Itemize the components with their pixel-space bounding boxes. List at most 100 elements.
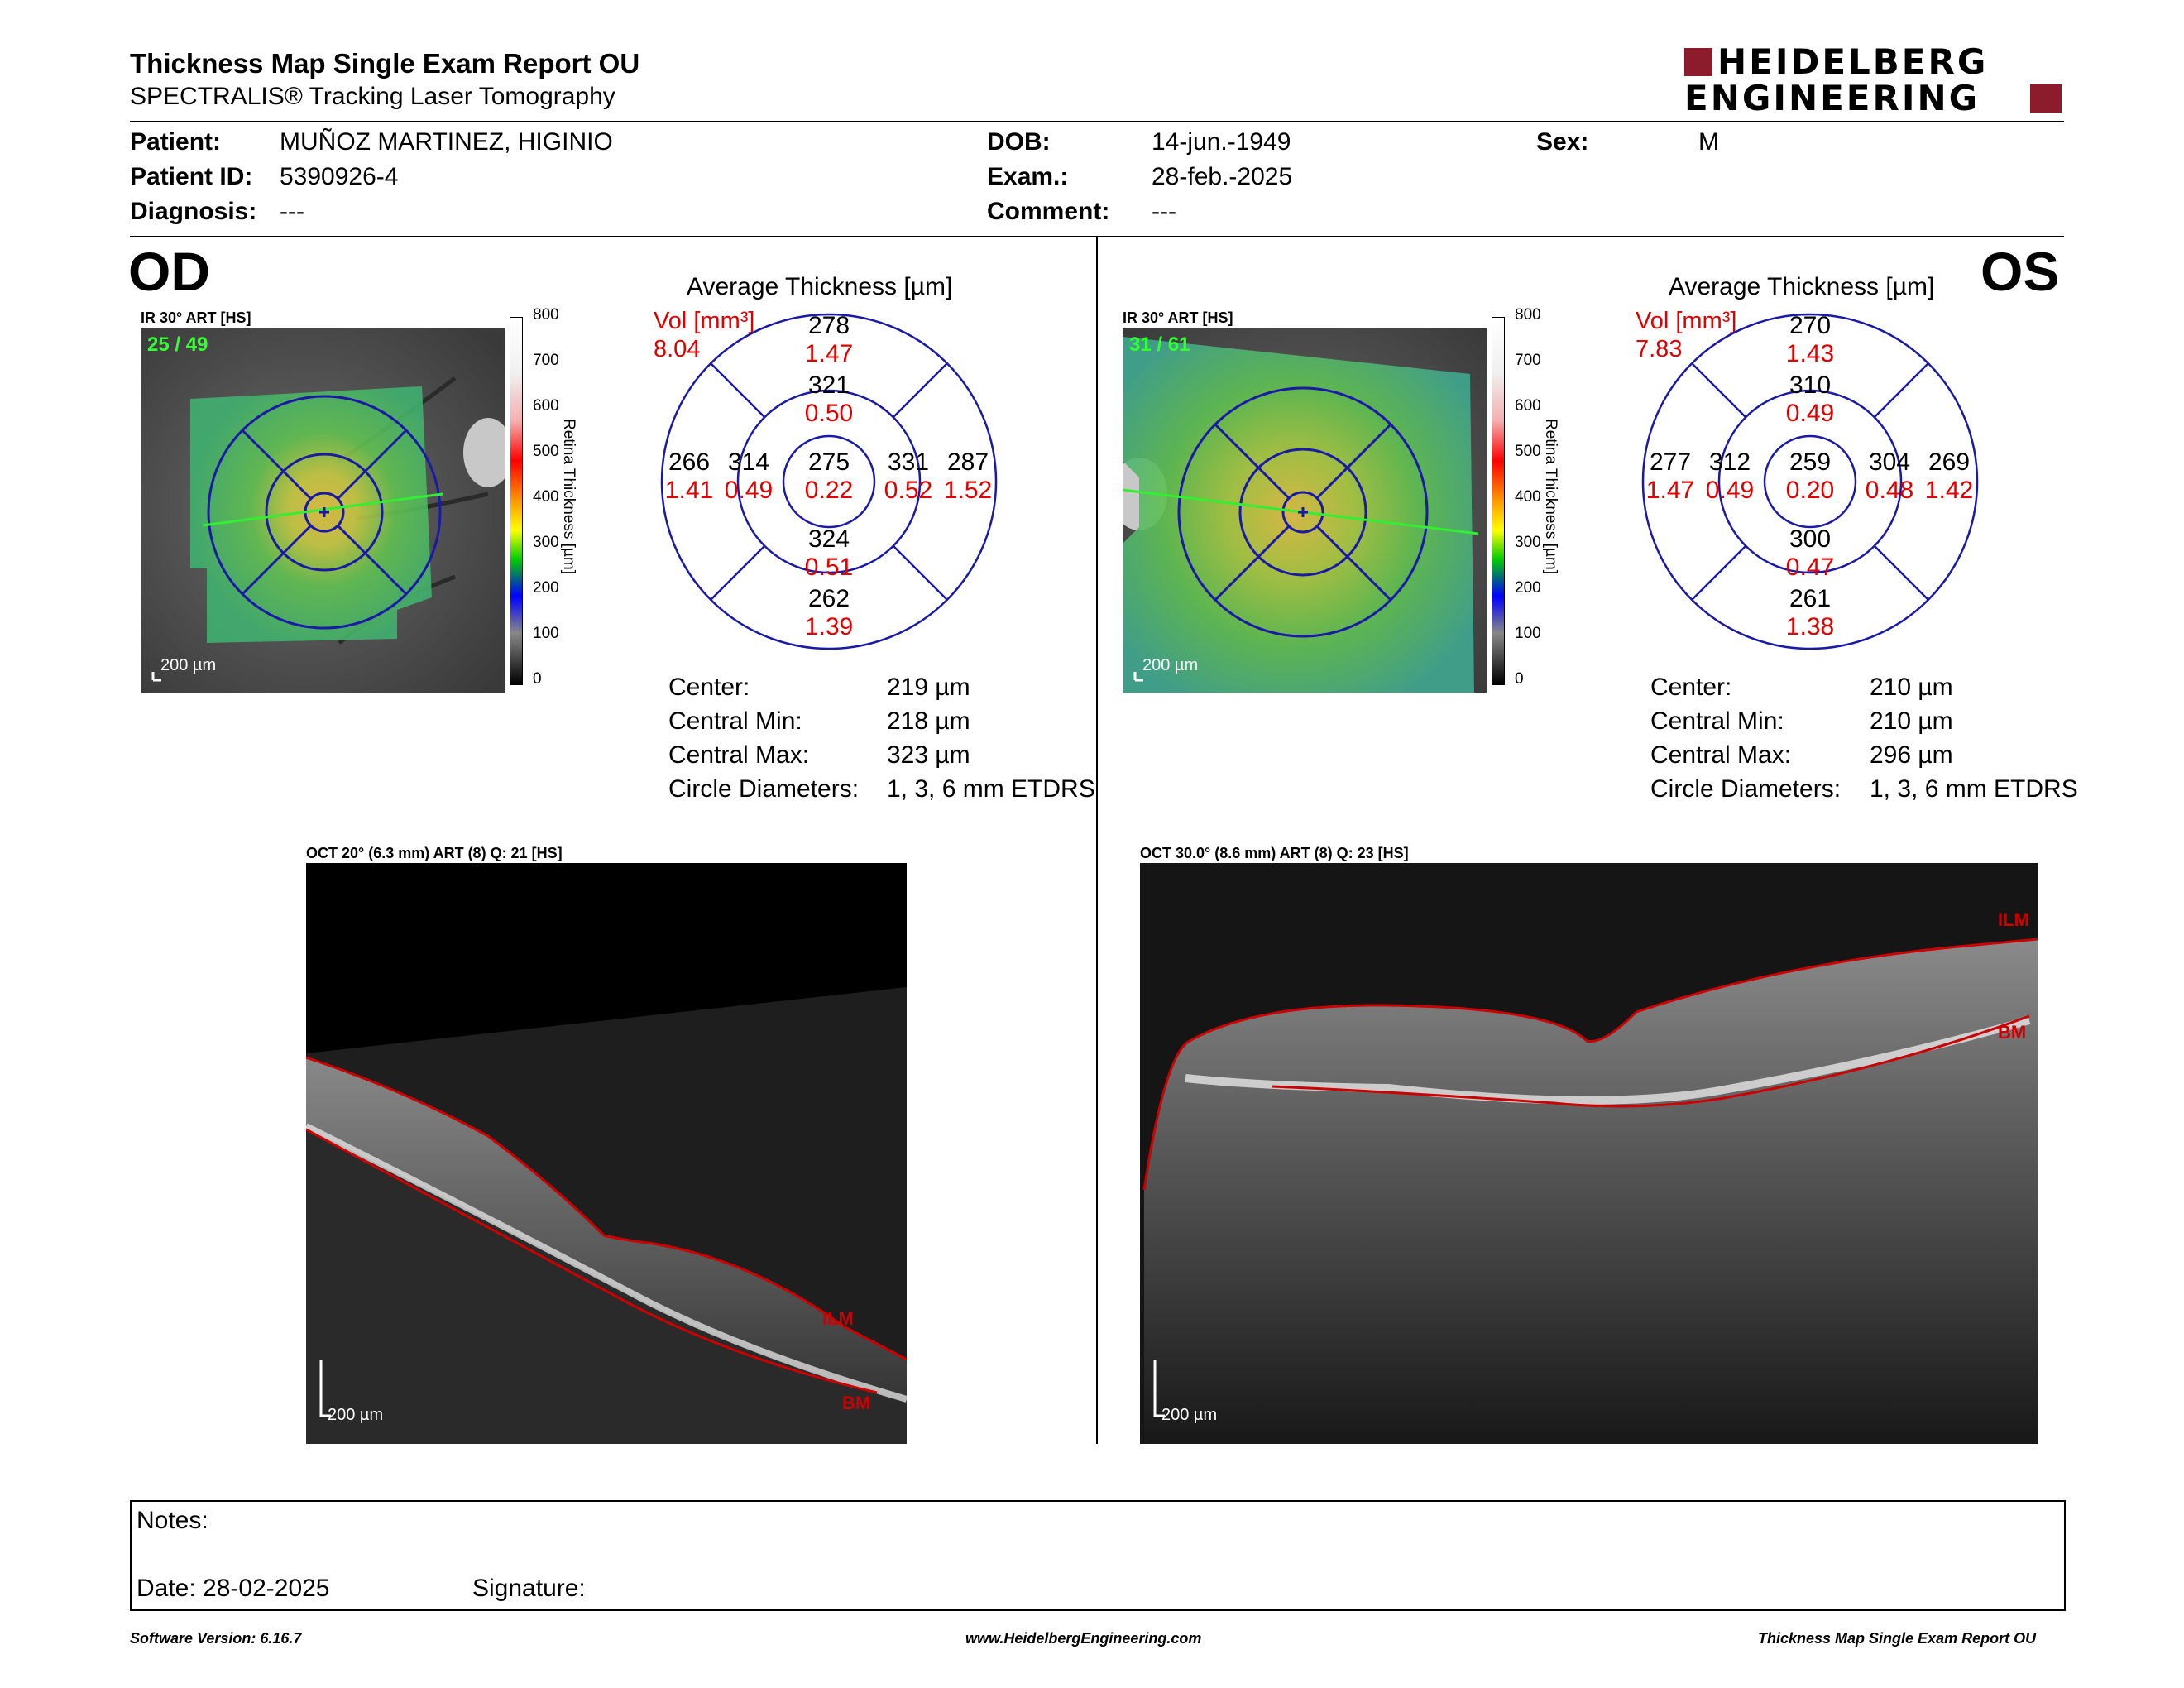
os-outer-top: 270 1.43 [1785, 312, 1835, 367]
notes-signature: Signature: [472, 1575, 586, 1602]
os-tick-100: 100 [1515, 625, 1541, 642]
od-vol-label: Vol [mm³] [654, 308, 755, 334]
od-stats-labels: Center: Central Min: Central Max: Circle… [668, 670, 859, 806]
patient-label: Patient: [130, 128, 222, 156]
os-fundus-svg [1123, 328, 1487, 693]
os-center: 259 0.20 [1785, 448, 1835, 504]
dob-value: 14-jun.-1949 [1152, 128, 1291, 156]
os-tick-400: 400 [1515, 488, 1541, 506]
exam-value: 28-feb.-2025 [1152, 163, 1293, 190]
os-stats-labels: Center: Central Min: Central Max: Circle… [1650, 670, 1841, 806]
os-tick-800: 800 [1515, 306, 1541, 324]
os-stat-diam-value: 1, 3, 6 mm ETDRS [1870, 775, 2078, 803]
os-oct-image: ILM BM 200 µm [1140, 863, 2038, 1444]
os-tick-200: 200 [1515, 579, 1541, 597]
od-tick-600: 600 [533, 397, 559, 415]
patient-name: MUÑOZ MARTINEZ, HIGINIO [280, 128, 613, 156]
od-colorscale-bar [510, 317, 523, 685]
notes-box: Notes: Date: 28-02-2025 Signature: [130, 1500, 2066, 1611]
od-tick-0: 0 [533, 670, 542, 688]
diagnosis-value: --- [280, 198, 304, 225]
os-inner-bottom: 300 0.47 [1785, 525, 1835, 581]
od-oct-scalebar: 200 µm [328, 1406, 384, 1424]
od-colorscale-label: Retina Thickness [µm] [560, 419, 577, 574]
os-inner-top: 310 0.49 [1785, 372, 1835, 427]
od-stat-min-value: 218 µm [887, 707, 970, 735]
od-tick-100: 100 [533, 625, 559, 642]
od-center: 275 0.22 [804, 448, 854, 504]
os-tick-0: 0 [1515, 670, 1524, 688]
os-stats-values: 210 µm 210 µm 296 µm 1, 3, 6 mm ETDRS [1870, 670, 2078, 806]
dob-label: DOB: [987, 128, 1051, 156]
os-stat-min-label: Central Min: [1650, 707, 1784, 735]
os-vol-value: 7.83 [1636, 336, 1683, 362]
od-oct-svg [306, 987, 907, 1444]
logo-word-engineering: ENGINEERING [1684, 78, 1980, 118]
os-stat-diam-label: Circle Diameters: [1650, 775, 1842, 803]
od-outer-left: 266 1.41 [664, 448, 714, 504]
od-tick-800: 800 [533, 306, 559, 324]
os-etdrs-grid [1641, 313, 1979, 650]
os-etdrs-values: 270 1.43 310 0.49 277 1.47 312 0.49 259 0.20 … [1640, 312, 1980, 651]
os-outer-right: 269 1.42 [1924, 448, 1974, 504]
od-tick-300: 300 [533, 534, 559, 551]
od-frame-count: 25 / 49 [147, 333, 208, 356]
os-eye-label: OS [1980, 241, 2060, 302]
od-inner-bottom: 324 0.51 [804, 525, 854, 581]
os-bm-label: BM [1998, 1022, 2027, 1043]
od-tick-700: 700 [533, 352, 559, 369]
sex-label: Sex: [1536, 128, 1589, 156]
logo-word-heidelberg: HEIDELBERG [1717, 41, 1989, 82]
os-inner-right: 304 0.48 [1865, 448, 1914, 504]
od-fundus-scalebar: 200 µm [160, 656, 217, 674]
os-oct-scalebar: 200 µm [1161, 1406, 1218, 1424]
patient-id-label: Patient ID: [130, 163, 253, 190]
od-stats-values: 219 µm 218 µm 323 µm 1, 3, 6 mm ETDRS [887, 670, 1095, 806]
od-vol-value: 8.04 [654, 336, 701, 362]
comment-value: --- [1152, 198, 1176, 225]
os-colorscale-label: Retina Thickness [µm] [1542, 419, 1559, 574]
os-fundus-scalebar: 200 µm [1142, 656, 1199, 674]
os-tick-300: 300 [1515, 534, 1541, 551]
footer-report-name: Thickness Map Single Exam Report OU [1758, 1630, 2037, 1647]
od-oct-label: OCT 20° (6.3 mm) ART (8) Q: 21 [HS] [306, 845, 563, 861]
os-tick-600: 600 [1515, 397, 1541, 415]
od-tick-400: 400 [533, 488, 559, 506]
os-oct-svg [1140, 863, 2038, 1444]
report-title: Thickness Map Single Exam Report OU [130, 48, 640, 79]
os-colorscale-ticks: 800 700 600 500 400 300 200 100 0 [1515, 306, 1548, 695]
od-colorscale-ticks: 800 700 600 500 400 300 200 100 0 [533, 306, 566, 695]
od-outer-bottom: 262 1.39 [804, 585, 854, 640]
od-inner-top: 321 0.50 [804, 372, 854, 427]
sex-value: M [1698, 128, 1719, 156]
os-stat-center-value: 210 µm [1870, 674, 1953, 701]
os-oct-label: OCT 30.0° (8.6 mm) ART (8) Q: 23 [HS] [1140, 845, 1409, 861]
od-tick-500: 500 [533, 443, 559, 460]
od-outer-right: 287 1.52 [943, 448, 993, 504]
od-stat-max-value: 323 µm [887, 741, 970, 769]
os-tick-700: 700 [1515, 352, 1541, 369]
od-tick-200: 200 [533, 579, 559, 597]
os-outer-bottom: 261 1.38 [1785, 585, 1835, 640]
os-outer-left: 277 1.47 [1645, 448, 1695, 504]
footer-software-version: Software Version: 6.16.7 [130, 1630, 302, 1647]
od-eye-label: OD [128, 241, 210, 302]
patient-rule [130, 236, 2064, 237]
os-fundus-label: IR 30° ART [HS] [1123, 309, 1233, 326]
od-etdrs-values: 278 1.47 321 0.50 266 1.41 314 0.49 275 0.22 … [659, 312, 999, 651]
os-vol-label: Vol [mm³] [1636, 308, 1737, 334]
od-fundus-svg [141, 328, 505, 693]
od-bm-label: BM [842, 1393, 871, 1413]
od-fundus-label: IR 30° ART [HS] [141, 309, 251, 326]
od-stat-diam-value: 1, 3, 6 mm ETDRS [887, 775, 1095, 803]
os-colorscale-bar [1492, 317, 1505, 685]
od-stat-center-label: Center: [668, 674, 750, 701]
os-fundus-image: 31 / 61 200 µm [1123, 328, 1487, 693]
os-ilm-label: ILM [1998, 909, 2029, 930]
diagnosis-label: Diagnosis: [130, 198, 257, 225]
os-tick-500: 500 [1515, 443, 1541, 460]
od-etdrs-grid [660, 313, 998, 650]
notes-label: Notes: [136, 1507, 208, 1534]
od-inner-right: 331 0.52 [884, 448, 933, 504]
logo-square-top [1684, 48, 1712, 76]
